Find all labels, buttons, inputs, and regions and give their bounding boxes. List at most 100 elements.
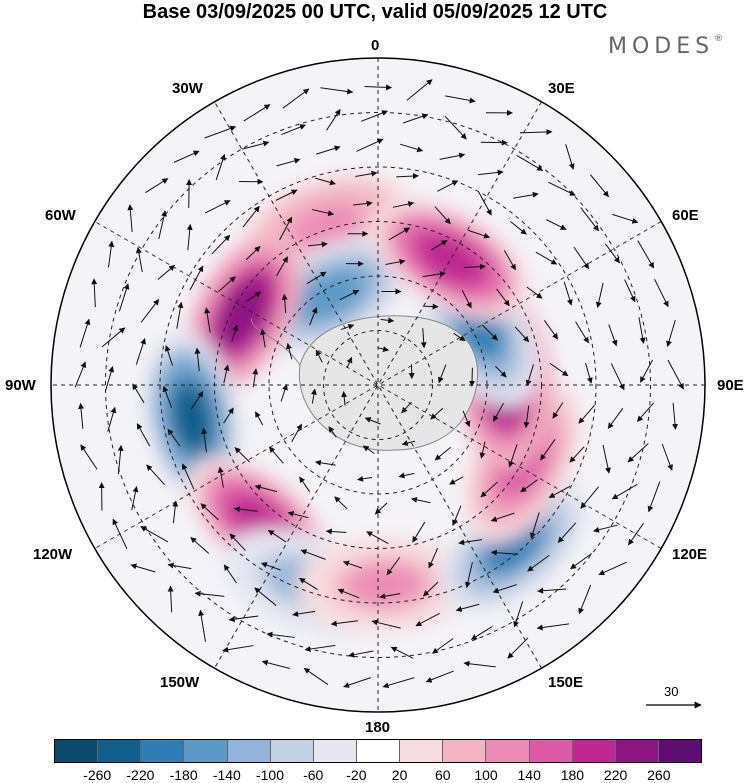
wind-arrow — [647, 481, 661, 513]
wind-arrow — [509, 220, 527, 235]
wind-arrow — [546, 219, 567, 230]
wind-arrow — [398, 472, 415, 479]
wind-arrow — [535, 251, 558, 265]
colorbar-tick-label: 180 — [560, 767, 585, 783]
wind-arrow — [346, 356, 353, 369]
wind-arrow — [315, 177, 336, 186]
map-border — [50, 57, 706, 713]
wind-arrow — [162, 385, 173, 408]
colorbar-swatch — [486, 740, 530, 762]
wind-arrow — [334, 496, 348, 510]
wind-arrow — [300, 549, 326, 560]
wind-arrow — [602, 444, 611, 474]
colorbar-swatch — [98, 740, 142, 762]
wind-arrow — [260, 328, 266, 348]
lon-label-150e: 150E — [548, 674, 584, 691]
colorbar-swatch — [141, 740, 185, 762]
wind-arrow — [252, 368, 259, 388]
wind-arrow — [276, 256, 289, 277]
wind-arrow — [624, 279, 636, 303]
wind-arrow — [464, 561, 473, 589]
wind-arrow — [131, 486, 139, 511]
wind-arrow — [167, 585, 174, 613]
wind-arrow — [260, 562, 281, 571]
wind-arrow — [304, 644, 336, 652]
wind-arrow — [513, 601, 524, 628]
wind-arrow — [229, 533, 246, 551]
wind-arrow — [479, 441, 486, 459]
colorbar-tick-label: -20 — [346, 767, 367, 783]
wind-arrow — [449, 476, 464, 485]
colorbar-swatch — [313, 740, 357, 762]
wind-arrow — [190, 537, 210, 554]
wind-arrow — [636, 402, 654, 422]
lon-label-0: 0 — [371, 37, 380, 54]
wind-arrow — [380, 317, 395, 324]
colorbar-swatch — [184, 740, 228, 762]
wind-arrow — [480, 481, 498, 498]
wind-arrow — [267, 529, 287, 543]
wind-arrow — [241, 140, 270, 150]
wind-arrow — [176, 301, 184, 329]
wind-arrow — [292, 610, 316, 617]
colorbar-tick-label: 60 — [435, 767, 451, 783]
wind-arrow — [355, 170, 378, 177]
wind-arrow — [194, 347, 201, 372]
colorbar-tick-label: 100 — [474, 767, 498, 783]
wind-arrow — [315, 349, 323, 363]
wind-arrow — [233, 506, 258, 513]
wind-arrow — [490, 512, 515, 522]
wind-arrow — [462, 410, 471, 428]
colorbar-swatch — [270, 740, 314, 762]
wind-arrow — [135, 338, 146, 365]
vector-scale-label: 30 — [664, 684, 679, 699]
wind-arrow — [79, 318, 91, 348]
wind-arrow — [326, 108, 341, 131]
wind-arrow — [261, 659, 291, 669]
wind-arrow — [612, 213, 639, 224]
wind-arrow — [291, 423, 303, 443]
colorbar-tick-label: -140 — [212, 767, 241, 783]
wind-arrow — [379, 593, 401, 600]
wind-arrow — [314, 459, 336, 466]
wind-arrow — [611, 483, 638, 500]
colorbar — [54, 739, 702, 763]
wind-arrow — [481, 324, 498, 341]
wind-arrow — [145, 178, 169, 194]
lon-label-90e: 90E — [717, 377, 744, 394]
wind-arrow — [608, 324, 618, 347]
wind-arrow — [401, 440, 416, 446]
lon-label-120e: 120E — [672, 546, 708, 563]
colorbar-tick-label: -100 — [255, 767, 285, 783]
wind-arrow — [173, 150, 200, 163]
wind-arrow — [339, 289, 360, 301]
wind-arrow — [105, 366, 115, 391]
wind-arrow — [198, 609, 206, 642]
wind-arrow — [428, 548, 439, 569]
wind-arrow — [112, 518, 128, 550]
wind-arrow — [340, 323, 355, 331]
wind-arrow — [425, 670, 454, 683]
wind-arrow — [455, 603, 480, 612]
wind-arrow — [377, 346, 390, 352]
wind-arrow — [164, 345, 174, 366]
wind-arrow — [140, 526, 169, 543]
wind-arrow — [400, 143, 424, 153]
wind-arrow — [598, 561, 627, 576]
wind-arrow — [469, 367, 476, 387]
wind-arrow — [431, 638, 454, 654]
wind-arrow — [362, 445, 375, 455]
wind-arrow — [666, 320, 676, 347]
wind-arrow — [458, 539, 483, 546]
lon-label-60w: 60W — [45, 207, 76, 224]
colorbar-swatch — [356, 740, 401, 762]
wind-arrow — [361, 110, 389, 122]
wind-arrow — [310, 388, 317, 404]
wind-arrow — [610, 363, 625, 391]
latitude-circle — [159, 166, 597, 604]
colorbar-tick-label: -60 — [303, 767, 324, 783]
wind-arrow — [190, 391, 204, 410]
wind-arrow — [194, 590, 225, 597]
wind-arrow — [107, 406, 117, 432]
wind-arrow — [519, 128, 553, 135]
